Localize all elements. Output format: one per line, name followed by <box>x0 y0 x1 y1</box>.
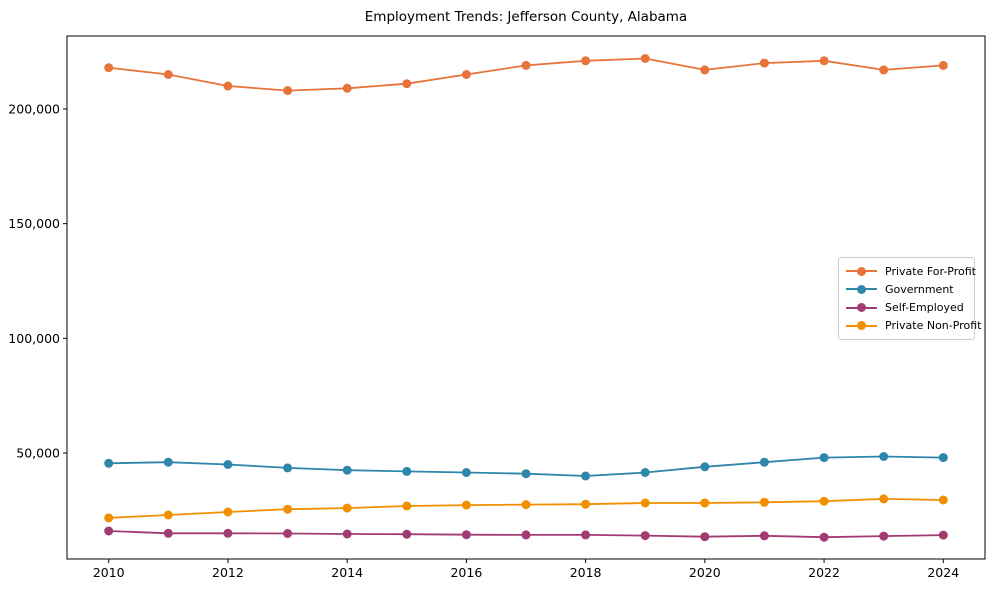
data-point-self-employed-2019 <box>640 531 650 541</box>
data-point-self-employed-2022 <box>819 532 829 542</box>
data-point-self-employed-2024 <box>938 530 948 540</box>
data-point-government-2023 <box>879 452 889 461</box>
data-point-self-employed-2020 <box>700 532 710 542</box>
data-series <box>104 54 948 542</box>
data-point-private-for-profit-2015 <box>402 79 412 89</box>
data-point-private-for-profit-2021 <box>759 58 769 68</box>
legend-line-marker-icon <box>846 284 877 294</box>
legend-line-marker-icon <box>846 321 877 331</box>
data-point-government-2018 <box>581 471 591 481</box>
data-point-private-non-profit-2018 <box>581 499 591 509</box>
data-point-private-for-profit-2019 <box>640 54 650 63</box>
data-point-government-2021 <box>759 457 769 467</box>
data-point-self-employed-2015 <box>402 529 412 539</box>
data-point-government-2012 <box>223 460 233 469</box>
legend-label: Government <box>885 282 954 296</box>
data-point-private-for-profit-2013 <box>283 86 293 96</box>
data-point-government-2016 <box>461 468 471 477</box>
data-point-private-non-profit-2015 <box>402 501 412 511</box>
data-point-private-for-profit-2011 <box>163 70 173 79</box>
data-point-private-for-profit-2014 <box>342 83 352 93</box>
legend-item-government: Government <box>846 280 967 298</box>
x-tick-label: 2022 <box>808 565 840 580</box>
x-tick-label: 2024 <box>927 565 959 580</box>
data-point-private-non-profit-2011 <box>163 510 173 520</box>
data-point-private-non-profit-2024 <box>938 495 948 505</box>
legend-label: Private Non-Profit <box>885 319 982 333</box>
data-point-self-employed-2012 <box>223 528 233 538</box>
data-point-private-non-profit-2023 <box>879 494 889 504</box>
x-tick-label: 2018 <box>570 565 602 580</box>
data-point-self-employed-2023 <box>879 531 889 541</box>
axes-frame <box>66 35 986 560</box>
y-tick-label: 100,000 <box>8 331 60 346</box>
legend-item-private-non-profit: Private Non-Profit <box>846 317 981 335</box>
data-point-government-2014 <box>342 465 352 475</box>
legend-line-marker-icon <box>846 266 877 276</box>
data-point-government-2019 <box>640 468 650 477</box>
legend-label: Self-Employed <box>885 301 964 315</box>
data-point-private-for-profit-2012 <box>223 81 233 91</box>
data-point-government-2024 <box>938 453 948 463</box>
data-point-private-non-profit-2016 <box>461 500 471 510</box>
data-point-private-non-profit-2012 <box>223 507 233 517</box>
x-tick-label: 2014 <box>331 565 363 580</box>
data-point-private-non-profit-2013 <box>283 504 293 514</box>
chart-title: Employment Trends: Jefferson County, Ala… <box>364 9 688 25</box>
y-tick-label: 150,000 <box>8 216 60 231</box>
series-private-non-profit <box>104 494 948 523</box>
legend-item-private-for-profit: Private For-Profit <box>846 262 976 280</box>
data-point-self-employed-2021 <box>759 531 769 541</box>
data-point-private-non-profit-2014 <box>342 503 352 513</box>
data-point-private-non-profit-2022 <box>819 496 829 506</box>
data-point-private-non-profit-2019 <box>640 498 650 508</box>
data-point-government-2013 <box>283 463 293 473</box>
data-point-private-non-profit-2020 <box>700 498 710 508</box>
data-point-private-for-profit-2022 <box>819 56 829 66</box>
data-point-private-for-profit-2010 <box>104 63 114 73</box>
axis-ticks: 2010 2012 2014 2016 2018 2020 2022 2024 50,000 10… <box>8 101 959 580</box>
data-point-private-for-profit-2016 <box>461 70 471 79</box>
x-tick-label: 2010 <box>93 565 125 580</box>
data-point-self-employed-2013 <box>283 529 293 538</box>
data-point-self-employed-2011 <box>163 528 173 538</box>
series-private-for-profit <box>104 54 948 96</box>
data-point-private-for-profit-2023 <box>879 65 889 75</box>
data-point-private-non-profit-2017 <box>521 500 531 510</box>
data-point-government-2022 <box>819 453 829 463</box>
data-point-government-2017 <box>521 469 531 479</box>
data-point-private-for-profit-2024 <box>938 60 948 70</box>
data-point-self-employed-2018 <box>581 530 591 540</box>
data-point-government-2011 <box>163 457 173 467</box>
series-self-employed <box>104 526 948 542</box>
data-point-self-employed-2016 <box>461 530 471 540</box>
data-point-private-for-profit-2020 <box>700 65 710 75</box>
y-tick-label: 200,000 <box>8 101 60 116</box>
data-point-government-2010 <box>104 458 114 468</box>
y-tick-label: 50,000 <box>16 446 60 461</box>
x-tick-label: 2020 <box>689 565 721 580</box>
legend-label: Private For-Profit <box>885 264 976 278</box>
data-point-private-non-profit-2021 <box>759 497 769 507</box>
data-point-self-employed-2014 <box>342 529 352 539</box>
data-point-self-employed-2017 <box>521 530 531 540</box>
data-point-government-2015 <box>402 466 412 476</box>
data-point-self-employed-2010 <box>104 526 114 536</box>
legend: Private For-Profit Government Self-Emplo… <box>838 257 981 340</box>
x-tick-label: 2016 <box>450 565 482 580</box>
data-point-private-for-profit-2017 <box>521 60 531 70</box>
legend-line-marker-icon <box>846 303 877 313</box>
data-point-private-non-profit-2010 <box>104 513 114 523</box>
x-tick-label: 2012 <box>212 565 244 580</box>
legend-item-self-employed: Self-Employed <box>846 299 967 317</box>
data-point-private-for-profit-2018 <box>581 56 591 66</box>
series-government <box>104 452 948 481</box>
data-point-government-2020 <box>700 462 710 472</box>
